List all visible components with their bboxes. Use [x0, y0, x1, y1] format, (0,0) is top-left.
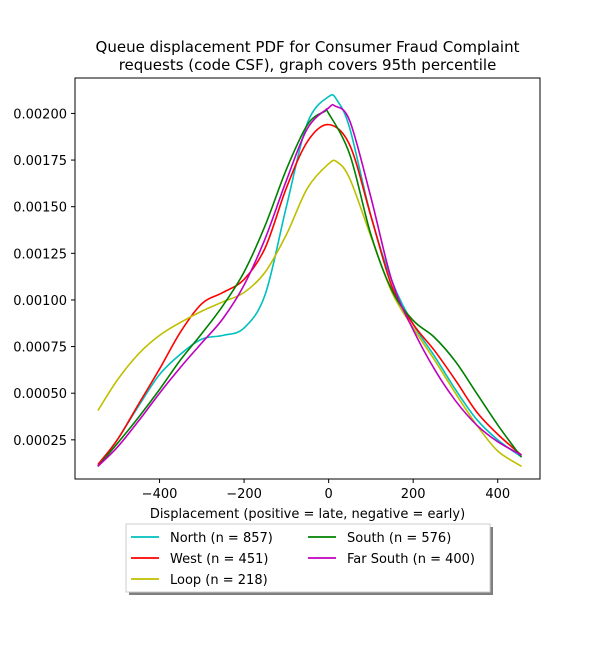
y-axis-ticks: 0.00025 0.00050 0.00075 0.00100 0.00125 0.001…	[13, 107, 75, 449]
series-line-4	[97, 103, 522, 467]
x-tick-label: 200	[401, 487, 426, 502]
series-line-3	[97, 108, 522, 467]
y-tick-label: 0.00075	[13, 341, 67, 356]
legend-label: Far South (n = 400)	[347, 552, 475, 567]
chart-title-line-1: Queue displacement PDF for Consumer Frau…	[96, 38, 520, 56]
chart-title-line-2: requests (code CSF), graph covers 95th p…	[119, 56, 497, 74]
x-tick-label: −200	[226, 487, 262, 502]
series-lines	[97, 94, 522, 467]
x-tick-label: 400	[485, 487, 510, 502]
y-tick-label: 0.00175	[13, 154, 67, 169]
x-axis-label: Displacement (positive = late, negative …	[150, 507, 465, 522]
y-tick-label: 0.00025	[13, 434, 67, 449]
y-tick-label: 0.00100	[13, 294, 67, 309]
plot-frame	[74, 77, 541, 480]
series-line-0	[97, 94, 522, 467]
x-axis-ticks: −400 −200 0 200 400	[142, 479, 510, 502]
y-tick-label: 0.00125	[13, 247, 67, 262]
x-tick-label: −400	[142, 487, 178, 502]
legend-label: North (n = 857)	[170, 531, 273, 546]
legend: North (n = 857) West (n = 451) Loop (n = 2…	[125, 523, 493, 595]
series-line-1	[97, 123, 522, 465]
legend-label: Loop (n = 218)	[170, 573, 268, 588]
y-tick-label: 0.00050	[13, 387, 67, 402]
legend-label: West (n = 451)	[170, 552, 268, 567]
legend-label: South (n = 576)	[347, 531, 451, 546]
series-line-2	[97, 159, 522, 467]
y-tick-label: 0.00150	[13, 201, 67, 216]
x-tick-label: 0	[324, 487, 332, 502]
y-tick-label: 0.00200	[13, 107, 67, 122]
